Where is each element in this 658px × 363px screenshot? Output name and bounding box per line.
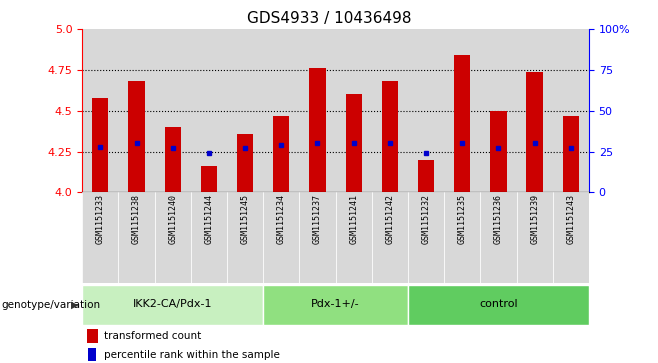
Text: GSM1151233: GSM1151233 [96,194,105,244]
Bar [553,192,589,283]
Text: GSM1151240: GSM1151240 [168,194,177,244]
Bar [480,29,517,192]
Bar [553,29,589,192]
Bar [263,285,408,325]
Bar [408,29,444,192]
Bar [155,192,191,283]
Bar [336,29,372,192]
Bar [82,285,263,325]
Bar [382,81,398,192]
Text: percentile rank within the sample: percentile rank within the sample [103,350,280,360]
Bar [92,98,109,192]
Bar [273,115,290,192]
Text: GSM1151232: GSM1151232 [422,194,430,244]
Bar [227,29,263,192]
Bar [372,192,408,283]
Text: GSM1151239: GSM1151239 [530,194,539,244]
Bar [408,285,589,325]
Bar [418,160,434,192]
Text: genotype/variation: genotype/variation [1,300,101,310]
Bar [263,29,299,192]
Bar [299,29,336,192]
Bar [444,192,480,283]
Bar [309,68,326,192]
Bar [191,29,227,192]
Text: GDS4933 / 10436498: GDS4933 / 10436498 [247,11,411,26]
Text: IKK2-CA/Pdx-1: IKK2-CA/Pdx-1 [133,299,213,309]
Text: GSM1151243: GSM1151243 [567,194,575,244]
Bar [345,94,362,192]
Bar [263,192,299,283]
Text: GSM1151236: GSM1151236 [494,194,503,244]
Text: GSM1151238: GSM1151238 [132,194,141,244]
Text: GSM1151241: GSM1151241 [349,194,358,244]
Text: control: control [479,299,518,309]
Text: ▶: ▶ [72,300,79,310]
Text: GSM1151245: GSM1151245 [241,194,249,244]
Bar [408,192,444,283]
Bar [118,29,155,192]
Bar [517,192,553,283]
Bar [201,166,217,192]
Bar [526,72,543,192]
Text: Pdx-1+/-: Pdx-1+/- [311,299,360,309]
Bar [82,192,118,283]
Bar [454,55,470,192]
Text: GSM1151234: GSM1151234 [277,194,286,244]
Bar [164,127,181,192]
Bar [299,192,336,283]
Bar [82,29,118,192]
Bar [128,81,145,192]
Bar [237,134,253,192]
Text: GSM1151244: GSM1151244 [205,194,213,244]
Bar [372,29,408,192]
Bar [118,192,155,283]
Bar [444,29,480,192]
Bar [191,192,227,283]
Text: GSM1151237: GSM1151237 [313,194,322,244]
Bar [88,329,99,343]
Bar [480,192,517,283]
Bar [155,29,191,192]
Bar [490,111,507,192]
Text: transformed count: transformed count [103,331,201,341]
Bar [336,192,372,283]
Text: GSM1151242: GSM1151242 [386,194,394,244]
Text: GSM1151235: GSM1151235 [458,194,467,244]
Bar [563,115,579,192]
Bar [227,192,263,283]
Bar [517,29,553,192]
Bar [88,348,96,361]
